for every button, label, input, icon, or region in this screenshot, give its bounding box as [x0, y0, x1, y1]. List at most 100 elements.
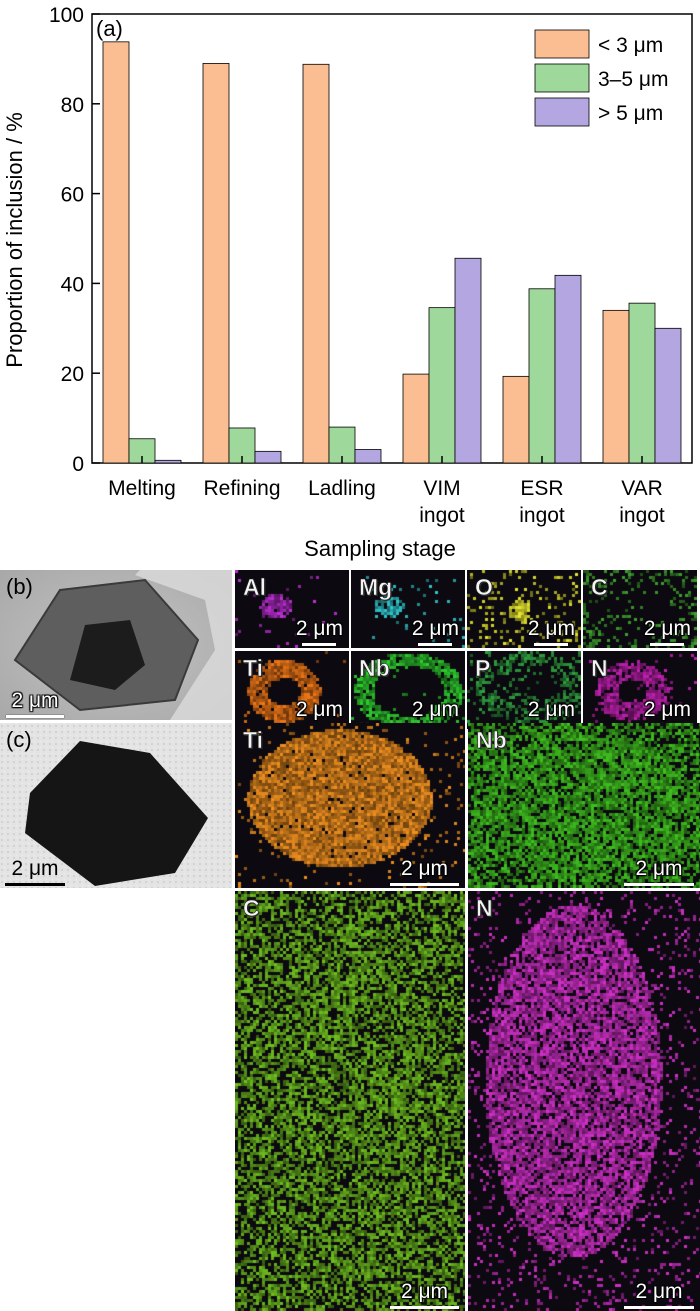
element-label: Al	[243, 574, 267, 601]
bar	[654, 327, 682, 464]
element-label: Ti	[243, 727, 264, 754]
bar	[502, 375, 530, 464]
eds-map-ti: Ti 2 μm	[235, 723, 465, 888]
element-map-image	[468, 891, 700, 1311]
chart-panel-label: (a)	[96, 16, 123, 41]
element-label: Ti	[243, 655, 264, 682]
scale-bar: 2 μm	[624, 857, 694, 886]
eds-map-n: N 2 μm	[583, 651, 697, 729]
bar	[528, 288, 556, 464]
scale-bar-c: 2 μm	[0, 857, 70, 886]
element-label: N	[591, 655, 608, 682]
legend: < 3 μm 3–5 μm > 5 μm	[534, 29, 668, 127]
bars	[102, 41, 682, 464]
legend-swatch	[534, 63, 590, 93]
bar	[102, 41, 130, 464]
bar	[202, 62, 230, 464]
y-tick-label: 60	[61, 184, 84, 207]
y-tick-label: 40	[61, 273, 84, 296]
scale-bar-label: 2 μm	[527, 698, 575, 721]
eds-map-o: O 2 μm	[467, 570, 581, 648]
y-tick-label: 0	[72, 453, 84, 476]
eds-map-al: Al 2 μm	[235, 570, 349, 648]
bar	[602, 309, 630, 464]
element-map-image	[583, 651, 697, 729]
x-tick-label: ingot	[419, 504, 465, 527]
bar	[428, 307, 456, 464]
legend-entry: 3–5 μm	[598, 68, 668, 91]
scale-bar-label: 2 μm	[11, 689, 59, 712]
eds-map-nb: Nb 2 μm	[351, 651, 465, 729]
scale-bar: 2 μm	[644, 617, 691, 646]
eds-map-c: C 2 μm	[583, 570, 697, 648]
scale-bar-label: 2 μm	[643, 698, 691, 721]
legend-swatch	[534, 29, 590, 59]
element-map-image	[235, 651, 349, 729]
x-tick-label: ingot	[519, 504, 565, 527]
bar	[554, 274, 582, 464]
x-axis: Melting Refining Ladling VIM ingot ESR ingot VA…	[108, 456, 665, 527]
plot-frame	[91, 13, 693, 464]
scale-bar-label: 2 μm	[295, 617, 343, 640]
element-label: C	[591, 574, 608, 601]
x-tick-label: Melting	[108, 477, 176, 500]
element-label: Nb	[476, 727, 507, 754]
legend-entry: > 5 μm	[598, 102, 663, 125]
bar	[454, 257, 482, 464]
scale-bar-label: 2 μm	[635, 1280, 683, 1303]
panel-b-sem-image: (b) 2 μm	[0, 570, 232, 720]
element-map-image	[467, 651, 581, 729]
eds-map-mg: Mg 2 μm	[351, 570, 465, 648]
scale-bar-label: 2 μm	[527, 617, 575, 640]
eds-map-n: N 2 μm	[468, 891, 700, 1311]
element-map-image	[468, 723, 700, 888]
bar	[154, 459, 182, 464]
scale-bar-label: 2 μm	[635, 857, 683, 880]
x-tick-label: VAR	[621, 477, 663, 500]
scale-bar: 2 μm	[412, 617, 459, 646]
element-map-image	[351, 570, 465, 648]
bar	[302, 63, 330, 464]
scale-bar: 2 μm	[624, 1280, 694, 1309]
x-tick-label: VIM	[423, 477, 460, 500]
bar	[402, 373, 430, 464]
scale-bar-label: 2 μm	[411, 617, 459, 640]
element-map-image	[351, 651, 465, 729]
x-tick-label: Refining	[203, 477, 280, 500]
scale-bar-label: 2 μm	[11, 857, 59, 880]
y-axis: 0 20 40 60 80 100	[49, 4, 100, 476]
scale-bar-label: 2 μm	[400, 1280, 449, 1303]
element-label: Mg	[359, 574, 393, 601]
panel-c-sem-image: (c) 2 μm	[0, 723, 232, 888]
y-tick-label: 100	[49, 4, 84, 27]
element-label: N	[476, 895, 493, 922]
element-map-image	[235, 570, 349, 648]
scale-bar-label: 2 μm	[400, 857, 449, 880]
x-tick-label: Ladling	[308, 477, 376, 500]
bar	[354, 449, 382, 464]
eds-map-c: C 2 μm	[235, 891, 465, 1311]
x-tick-label: ESR	[520, 477, 563, 500]
bar	[254, 450, 282, 464]
element-label: Nb	[359, 655, 390, 682]
element-label: O	[475, 574, 493, 601]
element-map-image	[235, 723, 465, 888]
scale-bar-label: 2 μm	[295, 698, 343, 721]
scale-bar-b: 2 μm	[0, 689, 70, 718]
scale-bar: 2 μm	[390, 857, 459, 886]
eds-map-ti: Ti 2 μm	[235, 651, 349, 729]
scale-bar-label: 2 μm	[643, 617, 691, 640]
x-axis-label: Sampling stage	[304, 536, 456, 561]
scale-bar: 2 μm	[390, 1280, 459, 1309]
y-tick-label: 80	[61, 94, 84, 117]
element-label: C	[243, 895, 260, 922]
y-axis-label: Proportion of inclusion / %	[2, 112, 27, 368]
legend-swatch	[534, 97, 590, 127]
sem-inclusion-b	[0, 570, 232, 720]
bar	[628, 302, 656, 464]
scale-bar-label: 2 μm	[411, 698, 459, 721]
eds-map-nb: Nb 2 μm	[468, 723, 700, 888]
scale-bar: 2 μm	[296, 617, 343, 646]
scale-bar: 2 μm	[528, 617, 575, 646]
element-map-image	[467, 570, 581, 648]
